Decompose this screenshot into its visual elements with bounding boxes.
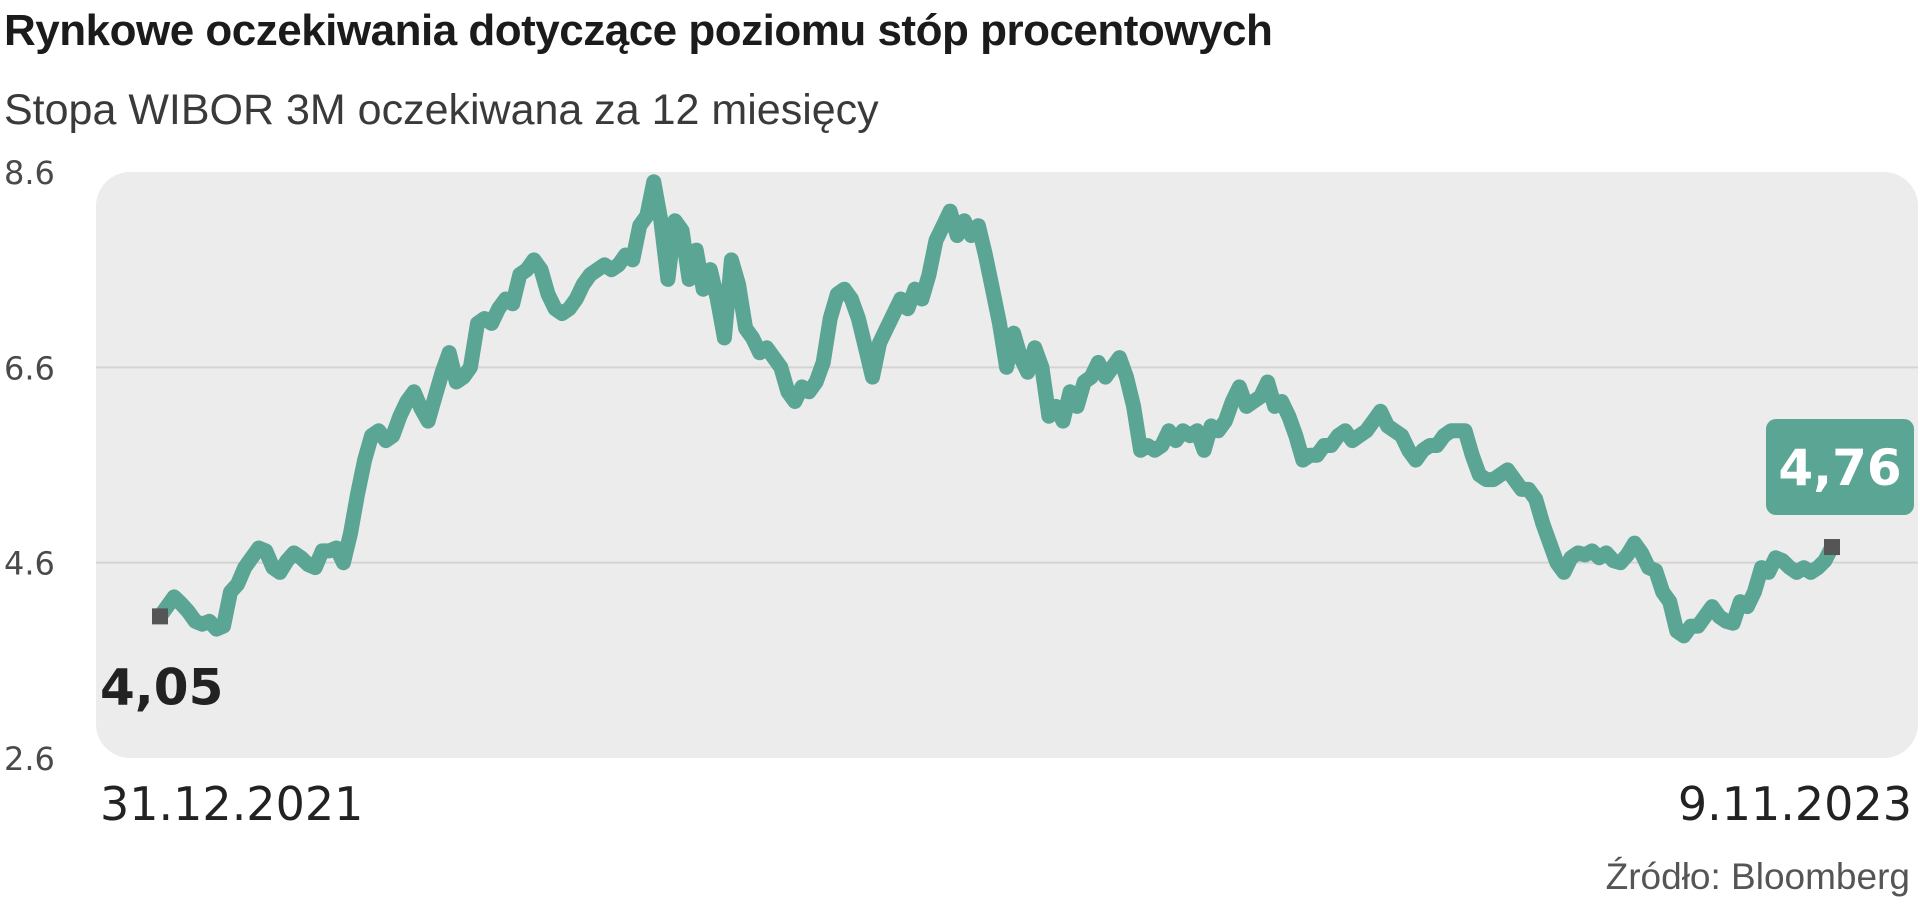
- end-point-marker: [1824, 539, 1840, 556]
- plot-area: [96, 172, 1918, 758]
- source-note: Źródło: Bloomberg: [1605, 856, 1910, 897]
- end-value-label: 4,76: [1778, 439, 1901, 497]
- series-line: [152, 174, 1840, 644]
- y-tick-label: 6.6: [4, 349, 55, 387]
- end-value-badge: [1766, 419, 1914, 516]
- start-value-label: 4,05: [100, 658, 223, 716]
- chart-title: Rynkowe oczekiwania dotyczące poziomu st…: [4, 6, 1273, 55]
- y-tick-label: 8.6: [4, 154, 55, 192]
- y-tick-label: 2.6: [4, 740, 55, 778]
- y-tick-label: 4.6: [4, 545, 55, 583]
- x-axis-start-label: 31.12.2021: [100, 777, 363, 831]
- chart-subtitle: Stopa WIBOR 3M oczekiwana za 12 miesięcy: [4, 86, 879, 134]
- start-point-marker: [152, 608, 168, 625]
- x-axis-end-label: 9.11.2023: [1678, 777, 1912, 831]
- y-axis-tick-labels: 2.6 4.6 6.6 8.6: [4, 154, 55, 778]
